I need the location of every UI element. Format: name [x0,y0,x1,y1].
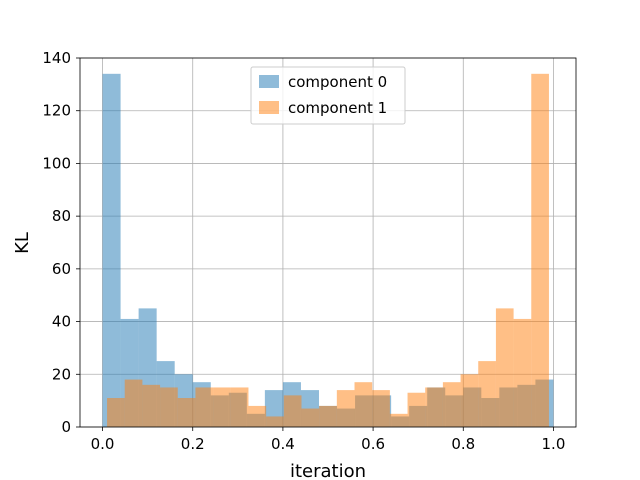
legend-box [250,66,406,125]
bar-series-1 [283,395,302,427]
legend-swatch [259,75,279,88]
bar-series-1 [336,390,355,427]
y-tick-label: 120 [42,102,71,120]
x-axis-ticks: 0.0 0.2 0.4 0.6 0.8 1.0 [91,427,566,453]
x-axis-label: iteration [290,461,366,480]
x-tick-label: 0.2 [181,435,205,453]
histogram-bars [102,73,554,428]
y-tick-label: 60 [52,260,71,278]
bar-series-1 [107,398,125,427]
y-tick-label: 80 [52,207,71,225]
legend-label: component 0 [288,73,387,91]
bar-series-1 [177,398,196,427]
x-tick-label: 0.6 [361,435,385,453]
plot-frame [79,57,577,428]
y-tick-label: 0 [61,418,71,436]
legend-swatch [259,101,279,114]
x-tick-label: 0.4 [271,435,295,453]
bar-series-1 [442,382,461,427]
x-tick-label: 1.0 [542,435,566,453]
bar-series-1 [124,379,143,427]
bar-series-1 [531,73,549,428]
bar-series-1 [319,405,337,427]
bar-series-1 [407,392,426,427]
y-axis-ticks: 0 20 40 60 80 100 120 140 [42,49,80,436]
bar-series-1 [354,382,373,427]
bar-series-1 [425,387,443,427]
bar-series-1 [213,387,231,427]
bar-series-1 [195,387,214,427]
bar-series-1 [248,405,267,427]
y-axis-label: KL [12,232,33,254]
legend-label: component 1 [288,99,387,117]
bar-series-1 [142,384,161,427]
y-tick-label: 100 [42,154,71,172]
bar-series-1 [301,408,320,427]
bar-series-0 [102,73,121,428]
x-tick-label: 0.8 [451,435,475,453]
bar-series-1 [513,318,532,427]
bar-series-1 [266,416,284,427]
legend: component 0 component 1 [250,66,406,125]
y-tick-label: 20 [52,365,71,383]
bar-series-1 [460,374,479,427]
bar-series-1 [495,308,514,427]
y-tick-label: 140 [42,49,71,67]
bar-series-1 [478,361,496,427]
x-tick-label: 0.0 [91,435,115,453]
y-tick-label: 40 [52,313,71,331]
bar-series-1 [160,387,178,427]
bar-series-1 [389,413,408,427]
bar-series-1 [230,387,249,427]
bar-series-1 [372,390,390,427]
